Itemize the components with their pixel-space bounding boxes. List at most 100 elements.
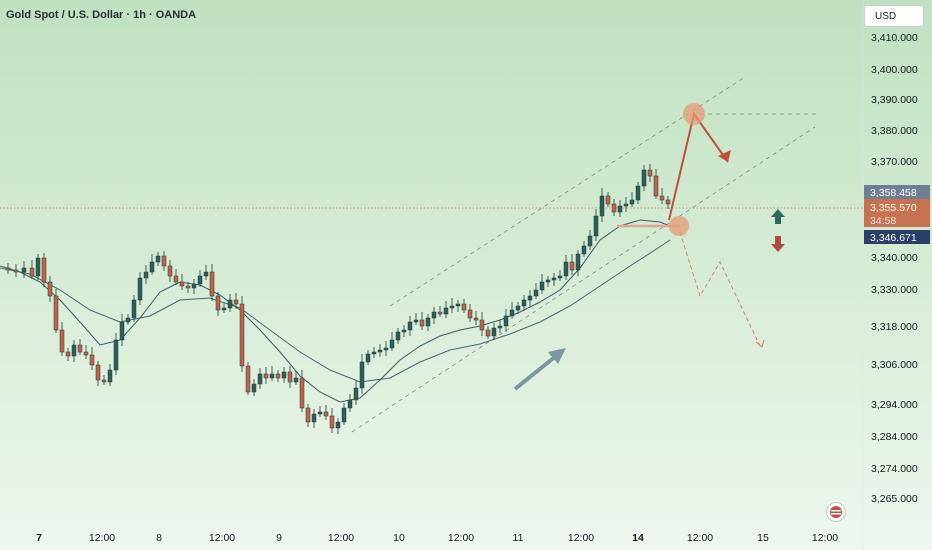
candle-bear — [41, 257, 47, 283]
time-tick-label: 15 — [757, 532, 769, 544]
candle-bull — [227, 299, 233, 309]
candle-bull — [341, 407, 347, 423]
candle-bull — [581, 245, 587, 255]
candle-bull — [503, 315, 509, 327]
candle-bear — [5, 267, 11, 271]
candle-bull — [497, 325, 503, 329]
candle-bear — [29, 267, 35, 277]
candle-bull — [281, 371, 287, 379]
candle-bull — [155, 255, 161, 263]
time-tick-label: 12:00 — [687, 532, 713, 544]
time-tick-label: 9 — [276, 532, 282, 544]
projection-down — [679, 231, 765, 348]
candle-bull — [131, 299, 137, 319]
candle-bull — [317, 411, 323, 415]
candle-bear — [167, 265, 173, 277]
candle-bear — [185, 285, 191, 289]
candle-bear — [329, 415, 335, 429]
candle-bull — [353, 387, 359, 401]
candle-bull — [539, 281, 545, 291]
candle-bull — [389, 339, 395, 349]
time-tick-label: 12:00 — [812, 532, 838, 544]
price-label-high: 3,358.458 — [864, 185, 930, 199]
candles — [5, 164, 671, 434]
candle-bull — [377, 349, 383, 353]
price-axis[interactable]: 3,410.000 3,400.000 3,390.000 3,380.000 3,37… — [871, 32, 918, 505]
bearish-projection-path — [679, 231, 761, 347]
entry-marker — [669, 216, 689, 236]
candle-bear — [611, 203, 617, 213]
candle-bear — [161, 255, 167, 267]
time-tick-label: 10 — [393, 532, 405, 544]
candle-bull — [413, 319, 419, 323]
candle-bear — [479, 319, 485, 331]
candle-bull — [617, 205, 623, 213]
time-axis[interactable]: 7 12:00 8 12:00 9 12:00 10 12:00 11 12:00 14 12:00 1… — [36, 532, 838, 544]
candle-bear — [605, 195, 611, 205]
candle-bear — [65, 351, 71, 357]
price-tick-label: 3,265.000 — [871, 493, 918, 505]
current-price-text: 3,355.570 — [870, 202, 917, 214]
candle-bear — [461, 303, 467, 311]
currency-selector[interactable]: USD — [864, 5, 924, 27]
candle-bear — [53, 295, 59, 331]
candle-bear — [659, 195, 665, 201]
candle-bear — [95, 364, 101, 381]
candle-bull — [533, 289, 539, 297]
projection-arrowhead — [718, 150, 731, 162]
price-tick-label: 3,400.000 — [871, 64, 918, 76]
candle-bear — [569, 261, 575, 271]
candle-bull — [335, 421, 341, 429]
candle-bear — [485, 329, 491, 337]
candle-bear — [209, 271, 215, 297]
countdown-text: 34:58 — [870, 215, 896, 227]
candle-bull — [527, 295, 533, 301]
candle-bear — [287, 371, 293, 383]
candle-bear — [77, 344, 83, 353]
candle-bull — [599, 195, 605, 217]
candle-bull — [563, 261, 569, 277]
price-tick-label: 3,410.000 — [871, 32, 918, 44]
candle-bull — [587, 235, 593, 247]
candle-bull — [443, 307, 449, 315]
candle-bull — [545, 279, 551, 283]
candle-bull — [395, 331, 401, 341]
candle-bull — [641, 169, 647, 187]
candle-bear — [59, 329, 65, 353]
price-label-low: 3,346.671 — [864, 230, 930, 244]
candle-bull — [365, 353, 371, 363]
candle-bull — [137, 277, 143, 301]
candle-bear — [101, 379, 107, 383]
price-tick-label: 3,306.000 — [871, 359, 918, 371]
candle-bull — [347, 399, 353, 409]
candle-bear — [233, 299, 239, 305]
candle-bull — [593, 215, 599, 237]
candle-bear — [437, 311, 443, 315]
candle-bull — [557, 275, 563, 279]
candle-bull — [21, 267, 27, 273]
candle-bull — [629, 199, 635, 205]
candle-bear — [647, 169, 653, 177]
target-marker — [683, 103, 705, 125]
time-tick-label: 11 — [513, 532, 524, 544]
candle-bull — [269, 373, 275, 379]
candle-bear — [215, 295, 221, 311]
time-tick-label: 12:00 — [568, 532, 594, 544]
candle-bull — [449, 305, 455, 309]
candle-bull — [425, 317, 431, 327]
candle-bull — [623, 203, 629, 207]
candle-bull — [143, 271, 149, 279]
candle-bull — [359, 361, 365, 389]
broker-logo-icon[interactable] — [826, 502, 846, 522]
candle-bear — [239, 303, 245, 367]
bearish-arrowhead — [755, 339, 765, 348]
candle-bull — [293, 377, 299, 383]
candle-bull — [191, 283, 197, 289]
projection-up — [668, 111, 731, 221]
candle-bear — [245, 365, 251, 393]
candle-bear — [89, 354, 95, 366]
slow-moving-average — [0, 239, 671, 383]
price-tick-label: 3,294.000 — [871, 399, 918, 411]
